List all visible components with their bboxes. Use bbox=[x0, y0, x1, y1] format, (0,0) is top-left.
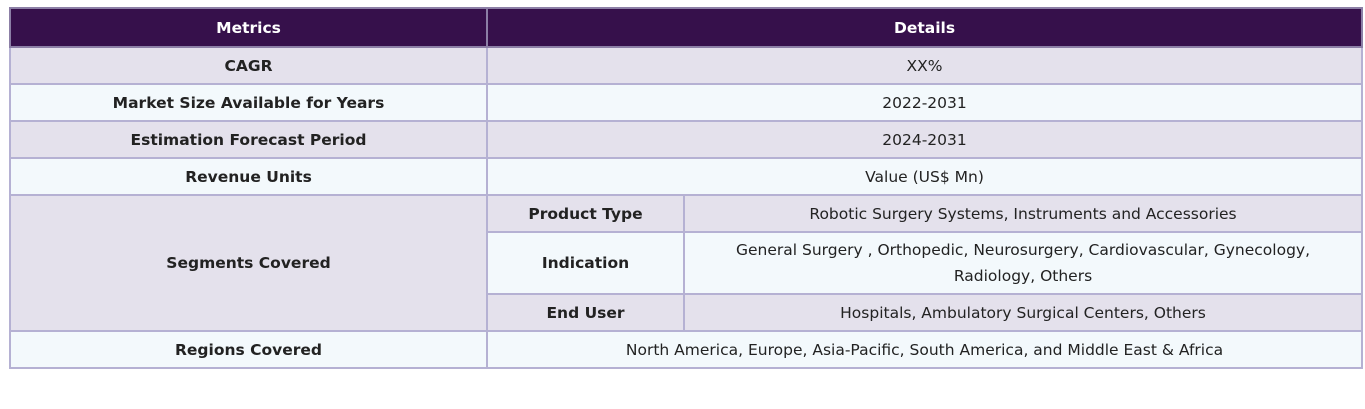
detail-cell: North America, Europe, Asia-Pacific, Sou… bbox=[485, 330, 1364, 369]
table-row: Market Size Available for Years 2022-203… bbox=[9, 83, 1364, 122]
metrics-column-header: Metrics bbox=[9, 7, 488, 48]
metric-cell: Regions Covered bbox=[9, 330, 488, 369]
segment-name-cell: Product Type bbox=[486, 194, 685, 233]
table-row: Estimation Forecast Period 2024-2031 bbox=[9, 120, 1364, 159]
segment-row-indication: Indication General Surgery , Orthopedic,… bbox=[10, 231, 1364, 295]
segment-name-cell: End User bbox=[486, 293, 685, 332]
segment-name-cell: Indication bbox=[486, 231, 685, 295]
segment-value-cell: General Surgery , Orthopedic, Neurosurge… bbox=[682, 231, 1364, 295]
segments-covered-cell: Segments Covered bbox=[9, 194, 488, 332]
table-header-row: Metrics Details bbox=[9, 7, 1364, 48]
segment-row-end-user: End User Hospitals, Ambulatory Surgical … bbox=[10, 293, 1364, 332]
metric-cell: CAGR bbox=[9, 46, 488, 85]
table-row: Regions Covered North America, Europe, A… bbox=[9, 330, 1364, 369]
detail-cell: Value (US$ Mn) bbox=[485, 157, 1364, 196]
table-row: Revenue Units Value (US$ Mn) bbox=[9, 157, 1364, 196]
report-scope-table-container: Metrics Details CAGR XX% Market Size Ava… bbox=[9, 7, 1364, 369]
detail-cell: 2024-2031 bbox=[485, 120, 1364, 159]
detail-cell: 2022-2031 bbox=[485, 83, 1364, 122]
metric-cell: Revenue Units bbox=[9, 157, 488, 196]
segment-row-product-type: Segments Covered Product Type Robotic Su… bbox=[9, 194, 1364, 332]
segment-value-cell: Robotic Surgery Systems, Instruments and… bbox=[682, 194, 1364, 233]
segment-value-cell: Hospitals, Ambulatory Surgical Centers, … bbox=[682, 293, 1364, 332]
details-column-header: Details bbox=[485, 7, 1364, 48]
metric-cell: Market Size Available for Years bbox=[9, 83, 488, 122]
detail-cell: XX% bbox=[485, 46, 1364, 85]
table-row: CAGR XX% bbox=[9, 46, 1364, 85]
metric-cell: Estimation Forecast Period bbox=[9, 120, 488, 159]
report-scope-table: Metrics Details CAGR XX% Market Size Ava… bbox=[9, 7, 1364, 369]
